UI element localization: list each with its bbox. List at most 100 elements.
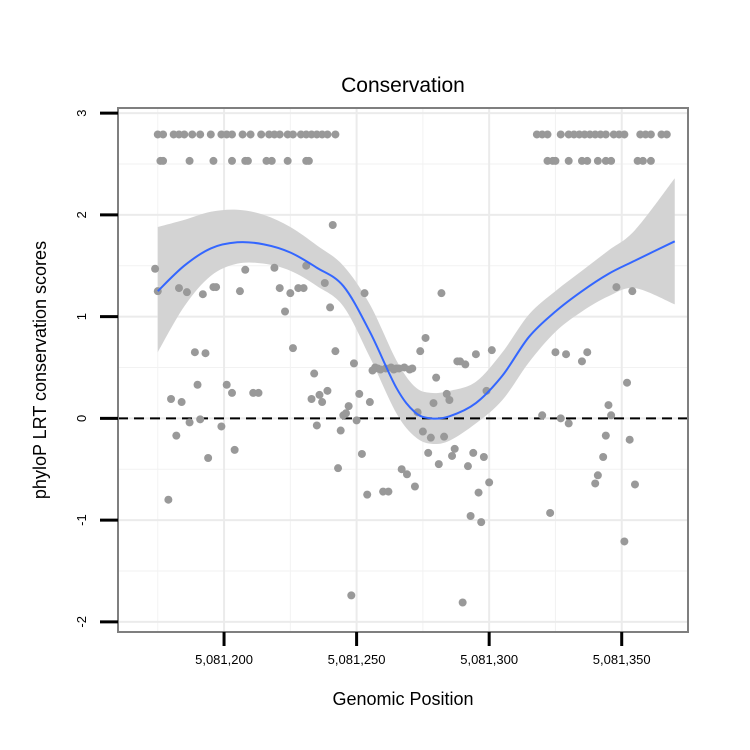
data-point (209, 156, 218, 165)
data-point (551, 348, 560, 357)
y-tick-label: 2 (74, 211, 89, 218)
data-point (228, 156, 236, 165)
data-point (288, 130, 297, 139)
data-point (246, 130, 255, 139)
data-point (487, 346, 496, 355)
data-point (283, 156, 292, 165)
data-point (267, 156, 276, 165)
data-point (304, 156, 313, 165)
data-point (450, 444, 459, 453)
data-point (384, 487, 393, 496)
data-point (623, 378, 632, 387)
data-point (164, 495, 173, 504)
data-point (437, 289, 446, 298)
data-point (421, 333, 430, 342)
data-point (413, 408, 422, 417)
data-point (363, 490, 372, 499)
y-tick-label: -2 (74, 616, 89, 628)
y-tick-label: 3 (74, 109, 89, 116)
data-point (543, 130, 552, 139)
data-point (159, 130, 168, 139)
data-point (564, 156, 573, 165)
data-point (320, 279, 329, 288)
data-point (662, 130, 671, 139)
data-point (426, 433, 435, 442)
data-point (222, 380, 231, 389)
data-point (471, 350, 480, 359)
data-point (607, 156, 616, 165)
y-tick-label: 1 (74, 313, 89, 320)
data-point (198, 290, 207, 299)
data-point (448, 451, 457, 460)
data-point (159, 156, 168, 165)
data-point (583, 156, 592, 165)
data-point (212, 283, 221, 292)
data-point (556, 414, 565, 423)
data-point (257, 130, 266, 139)
data-point (349, 359, 358, 368)
data-point (167, 394, 176, 403)
data-point (331, 347, 340, 356)
data-point (326, 303, 335, 312)
data-point (312, 421, 321, 430)
data-point (174, 284, 183, 293)
data-point (275, 130, 284, 139)
data-point (190, 348, 199, 357)
data-point (429, 399, 438, 408)
data-point (360, 289, 369, 298)
data-point (196, 415, 205, 424)
data-point (620, 537, 629, 546)
data-point (185, 156, 194, 165)
data-point (604, 401, 613, 410)
x-tick-label: 5,081,200 (195, 652, 253, 667)
data-point (342, 409, 350, 418)
data-point (204, 454, 213, 463)
data-point (638, 156, 647, 165)
data-point (538, 411, 547, 420)
data-point (365, 398, 374, 407)
confidence-band (157, 178, 675, 445)
data-point (607, 411, 616, 420)
data-point (620, 130, 629, 139)
data-points (151, 130, 671, 607)
data-point (458, 598, 467, 607)
data-point (463, 462, 472, 471)
data-point (177, 398, 186, 407)
data-point (275, 284, 284, 293)
data-point (418, 427, 427, 436)
data-point (440, 432, 449, 441)
data-point (206, 130, 215, 139)
data-point (630, 480, 639, 489)
data-point (564, 419, 573, 428)
data-point (344, 402, 353, 411)
data-point (288, 344, 297, 353)
chart-title: Conservation (341, 74, 465, 97)
data-point (355, 389, 364, 398)
data-point (172, 431, 181, 440)
data-point (238, 130, 247, 139)
data-point (445, 396, 454, 405)
data-point (323, 386, 332, 395)
data-point (402, 470, 411, 479)
data-point (477, 518, 486, 527)
data-point (323, 130, 332, 139)
data-point (591, 479, 600, 488)
data-point (331, 130, 340, 139)
data-point (315, 390, 324, 399)
y-tick-label: 0 (74, 415, 89, 422)
data-point (310, 369, 319, 378)
data-point (485, 478, 494, 487)
data-point (196, 130, 205, 139)
data-point (593, 156, 602, 165)
data-point (336, 426, 345, 435)
data-point (235, 287, 244, 296)
data-point (352, 416, 361, 425)
data-point (625, 435, 634, 444)
data-point (546, 508, 555, 517)
data-point (302, 261, 311, 270)
x-tick-label: 5,081,350 (593, 652, 651, 667)
data-point (217, 422, 226, 431)
panel-border (117, 107, 689, 633)
data-point (193, 380, 202, 389)
data-point (612, 283, 621, 292)
